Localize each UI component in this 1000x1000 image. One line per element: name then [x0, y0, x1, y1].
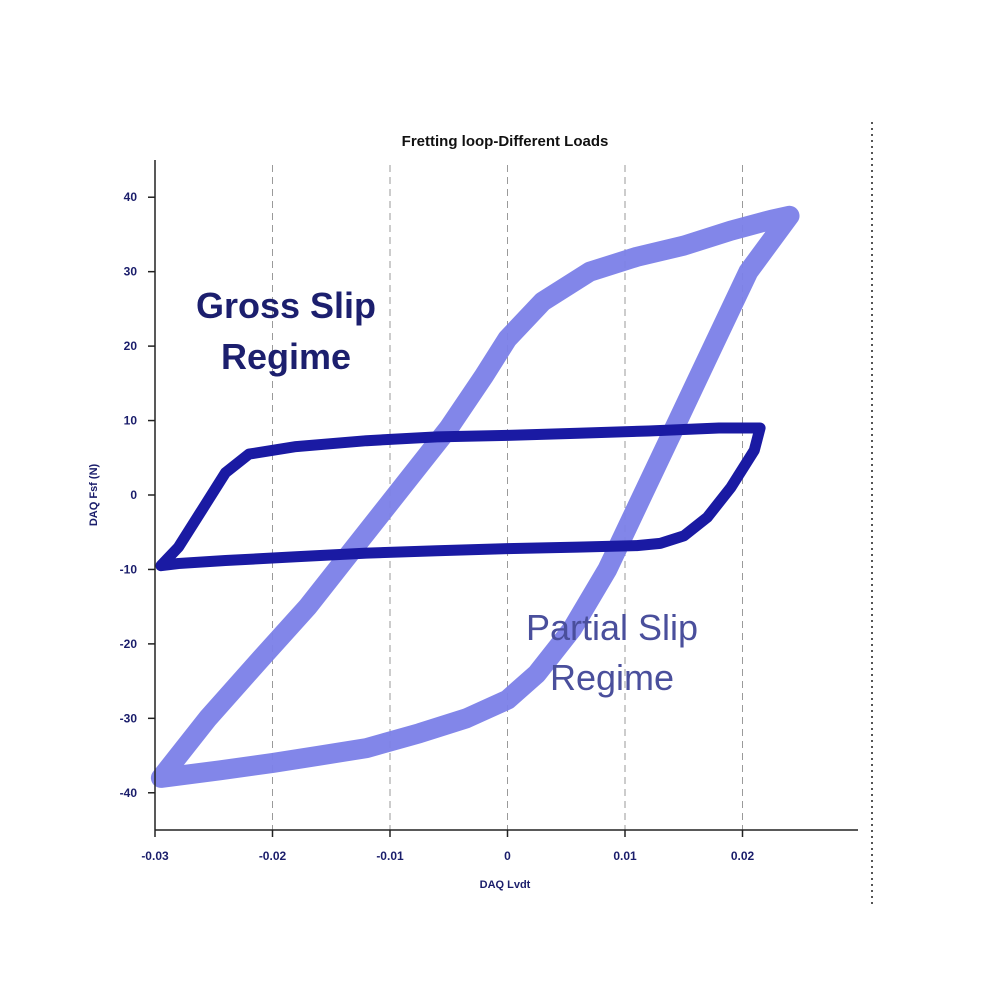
- annotations: Gross Slip Regime Partial Slip Regime: [196, 285, 698, 698]
- y-tick-label: 20: [124, 339, 138, 353]
- ticks: -40 -30 -20 -10 0 10 20 30 40 -0.03 -0.02 -0.01 0 0.0…: [120, 190, 755, 863]
- y-tick-label: -40: [120, 786, 138, 800]
- y-tick-label: -30: [120, 711, 138, 725]
- x-tick-label: 0.01: [613, 849, 637, 863]
- x-tick-label: -0.03: [141, 849, 169, 863]
- x-tick-label: 0: [504, 849, 511, 863]
- partial-slip-label-line1: Partial Slip: [526, 607, 698, 648]
- y-tick-label: 40: [124, 190, 138, 204]
- x-tick-label: -0.01: [376, 849, 404, 863]
- x-tick-label: 0.02: [731, 849, 755, 863]
- x-tick-label: -0.02: [259, 849, 287, 863]
- gross-slip-loop: [155, 422, 766, 572]
- x-axis-label: DAQ Lvdt: [480, 879, 531, 891]
- y-axis-label: DAQ Fsf (N): [88, 464, 100, 527]
- partial-slip-label-line2: Regime: [550, 657, 674, 698]
- series-group: [150, 205, 800, 788]
- gross-slip-label-line1: Gross Slip: [196, 285, 376, 326]
- y-tick-label: 0: [130, 488, 137, 502]
- y-tick-label: -20: [120, 637, 138, 651]
- partial-slip-loop: [150, 205, 800, 788]
- chart-title: Fretting loop-Different Loads: [402, 133, 609, 150]
- y-tick-label: 10: [124, 414, 138, 428]
- y-tick-label: -10: [120, 562, 138, 576]
- gross-slip-label-line2: Regime: [221, 336, 351, 377]
- y-tick-label: 30: [124, 265, 138, 279]
